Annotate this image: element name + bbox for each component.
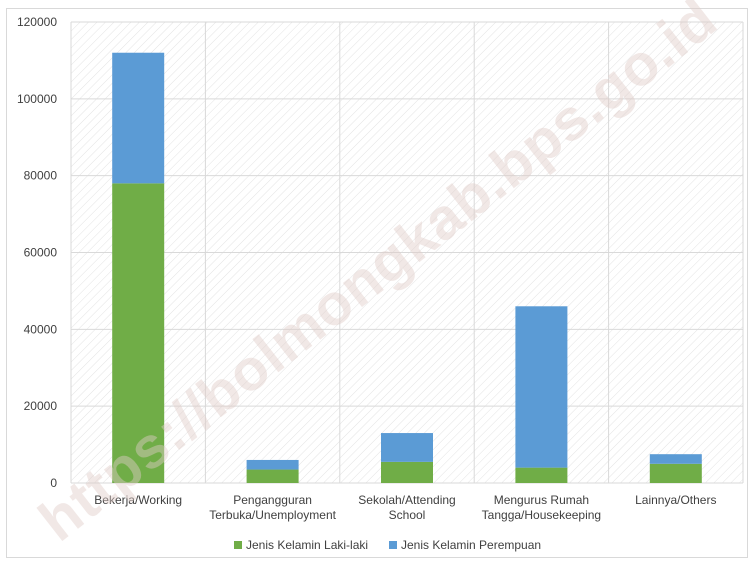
y-tick-label: 100000 — [17, 92, 57, 106]
bar-segment — [381, 433, 433, 462]
bar-segment — [246, 469, 299, 483]
bar-segment — [246, 459, 299, 470]
y-tick-label: 0 — [50, 476, 57, 490]
x-tick-label: Bekerja/Working — [94, 493, 182, 507]
legend-label: Jenis Kelamin Perempuan — [401, 538, 541, 552]
x-tick-label-line: Sekolah/Attending — [358, 493, 455, 507]
x-tick-label: Mengurus Rumah Tangga/Housekeeping — [482, 493, 601, 522]
x-axis-tick-labels: Bekerja/Working Pengangguran Terbuka/Unemp… — [94, 493, 716, 522]
y-tick-label: 120000 — [17, 15, 57, 29]
x-tick-label-line: School — [389, 508, 426, 522]
y-tick-label: 60000 — [24, 246, 58, 260]
x-tick-label: Sekolah/Attending School — [358, 493, 455, 522]
x-tick-label-line: Lainnya/Others — [635, 493, 716, 507]
legend: Jenis Kelamin Laki-laki Jenis Kelamin Per… — [234, 538, 541, 552]
x-tick-label-line: Bekerja/Working — [94, 493, 182, 507]
x-tick-label: Pengangguran Terbuka/Unemployment — [209, 493, 336, 522]
gridlines — [70, 21, 744, 484]
y-tick-label: 20000 — [24, 399, 58, 413]
bar-segment — [515, 467, 568, 483]
x-tick-label-line: Terbuka/Unemployment — [209, 508, 336, 522]
legend-swatch — [389, 541, 397, 549]
y-tick-label: 80000 — [24, 169, 58, 183]
bars — [112, 52, 702, 483]
bar-segment — [112, 183, 165, 483]
bar-segment — [112, 52, 165, 184]
legend-label: Jenis Kelamin Laki-laki — [246, 538, 368, 552]
bar-segment — [649, 454, 702, 464]
y-tick-label: 40000 — [24, 322, 58, 336]
x-tick-label: Lainnya/Others — [635, 493, 716, 507]
bar-segment — [381, 461, 433, 483]
x-tick-label-line: Mengurus Rumah — [494, 493, 589, 507]
y-axis-tick-labels: 0 20000 40000 60000 80000 100000 120000 — [17, 15, 57, 490]
bar-segment — [515, 306, 568, 468]
x-tick-label-line: Pengangguran — [233, 493, 312, 507]
x-tick-label-line: Tangga/Housekeeping — [482, 508, 601, 522]
bar-segment — [649, 463, 702, 483]
legend-swatch — [234, 541, 242, 549]
